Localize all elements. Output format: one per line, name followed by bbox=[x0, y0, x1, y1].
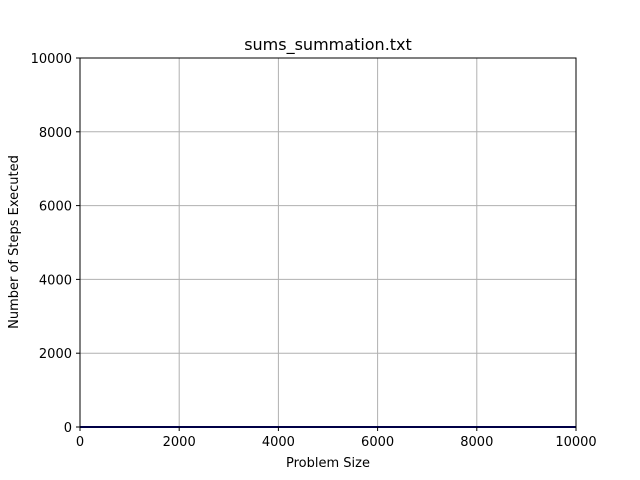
x-axis: 0 2000 4000 6000 8000 10000 bbox=[76, 427, 597, 450]
y-tick-label: 6000 bbox=[39, 200, 72, 215]
y-tick-label: 2000 bbox=[39, 347, 72, 362]
x-axis-label: Problem Size bbox=[286, 456, 370, 471]
y-axis: 0 2000 4000 6000 8000 10000 bbox=[31, 52, 80, 436]
y-tick-label: 0 bbox=[64, 421, 72, 436]
y-tick-label: 8000 bbox=[39, 126, 72, 141]
x-tick-label: 0 bbox=[76, 435, 84, 450]
chart-title: sums_summation.txt bbox=[244, 35, 412, 55]
x-tick-label: 4000 bbox=[262, 435, 295, 450]
y-tick-label: 4000 bbox=[39, 273, 72, 288]
x-tick-label: 6000 bbox=[361, 435, 394, 450]
x-tick-label: 10000 bbox=[555, 435, 596, 450]
plot-frame bbox=[79, 57, 577, 428]
x-tick-label: 2000 bbox=[163, 435, 196, 450]
y-tick-label: 10000 bbox=[31, 52, 72, 67]
y-axis-label: Number of Steps Executed bbox=[7, 155, 22, 329]
x-tick-label: 8000 bbox=[460, 435, 493, 450]
